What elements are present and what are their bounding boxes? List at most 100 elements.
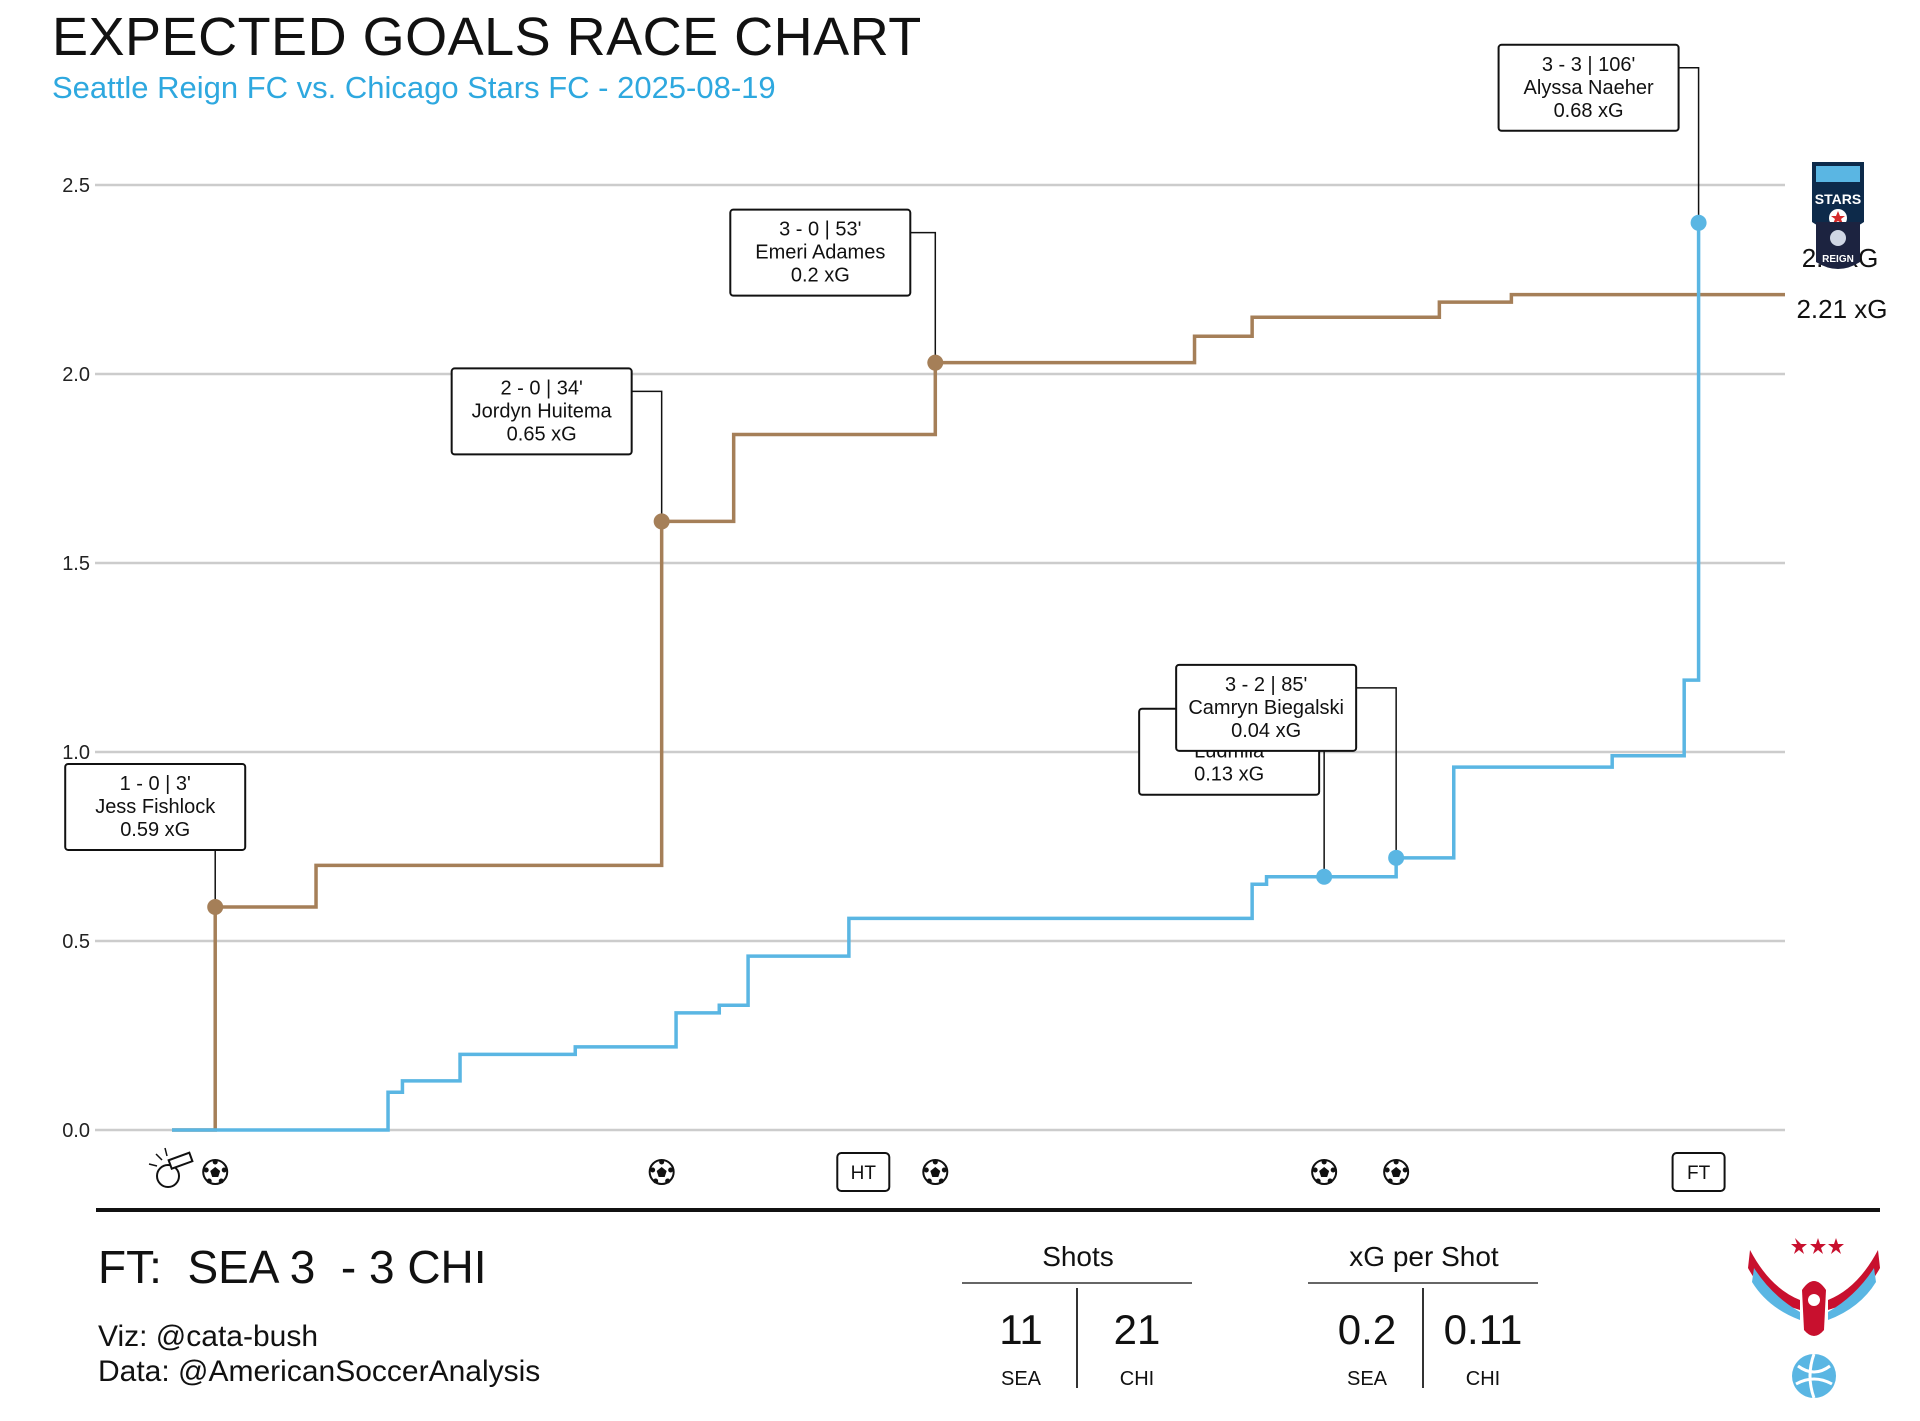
goal-score-label: 1 - 0 | 3': [120, 773, 191, 795]
goal-xg-label: 0.04 xG: [1231, 720, 1301, 742]
y-tick-labels: 0.0 0.5 1.0 1.5 2.0 2.5: [62, 175, 90, 1142]
y-tick-label: 0.5: [62, 931, 90, 953]
timeline-marker-box: [836, 1152, 891, 1192]
goal-point: [653, 513, 670, 530]
xg-per-shot-sea-value: 0.2: [1337, 1306, 1397, 1353]
ball-patch: [1399, 1178, 1405, 1184]
ball-center-patch: [210, 1167, 221, 1177]
goal-player-label: Emeri Adames: [755, 242, 885, 264]
ball-patch: [926, 1178, 932, 1184]
chicago-stars-badge: STARS: [1812, 162, 1864, 231]
goal-xg-label: 0.2 xG: [791, 265, 850, 287]
timeline-marker-box: [1671, 1152, 1726, 1192]
ball-patch: [938, 1178, 944, 1184]
chart-title: EXPECTED GOALS RACE CHART: [52, 7, 922, 67]
shots-sea-label: SEA: [1000, 1368, 1042, 1390]
ball-patch: [1321, 1159, 1327, 1165]
goal-annotation-box: [64, 762, 247, 851]
y-tick-label: 2.0: [62, 364, 90, 386]
ball-patch: [668, 1167, 674, 1173]
goal-annotation-box: [450, 367, 633, 456]
series-lines: [172, 222, 1785, 1132]
ht-marker: HT: [836, 1152, 891, 1192]
ball-patch: [1327, 1178, 1333, 1184]
y-tick-label: 2.5: [62, 175, 90, 197]
ball-center-patch: [656, 1167, 667, 1177]
ball-patch: [1387, 1178, 1393, 1184]
goal-leader-line: [1356, 687, 1397, 858]
goal-point: [927, 354, 944, 371]
goal-player-label: Jess Fishlock: [95, 796, 216, 818]
y-tick-label: 1.0: [62, 742, 90, 764]
ball-patch: [932, 1159, 938, 1165]
shots-chi-label: CHI: [1119, 1368, 1155, 1390]
chicago-xg-line: [172, 222, 1701, 1132]
chicago-badge-text: STARS: [1815, 191, 1861, 207]
xg-per-shot-header: xG per Shot: [1349, 1241, 1499, 1272]
goal-player-label: Alyssa Naeher: [1524, 77, 1654, 99]
ball-center-patch: [930, 1167, 941, 1177]
goal-leader-line: [910, 231, 937, 363]
chart-subtitle: Seattle Reign FC vs. Chicago Stars FC - …: [52, 70, 776, 105]
xg-per-shot-chi-value: 0.11: [1443, 1306, 1523, 1353]
ball-patch: [665, 1178, 671, 1184]
goal-score-label: 3 - 3 | 106': [1542, 54, 1636, 76]
shots-header: Shots: [1042, 1241, 1114, 1272]
goal-leader-line: [631, 390, 663, 522]
goal-point: [1316, 868, 1333, 885]
ball-patch: [221, 1167, 227, 1173]
goal-points: [207, 214, 1707, 915]
ball-icon: [1311, 1159, 1338, 1185]
ball-patch: [203, 1167, 209, 1173]
ball-icon: [202, 1159, 229, 1185]
ball-patch: [1315, 1178, 1321, 1184]
goal-point: [1388, 849, 1405, 866]
goal-xg-label: 0.13 xG: [1194, 764, 1264, 786]
ball-icon: [648, 1159, 675, 1185]
goal-score-label: 3 - 0 | 53': [779, 219, 861, 241]
timeline-marker-label: FT: [1687, 1163, 1711, 1184]
goal-score-label: 3 - 2 | 85': [1225, 674, 1307, 696]
ft-marker: FT: [1671, 1152, 1726, 1192]
seattle-badge-text: REIGN: [1822, 254, 1854, 265]
ball-patch: [923, 1167, 929, 1173]
viz-credit: Viz: @cata-bush: [98, 1320, 319, 1353]
xg-per-shot-chi-label: CHI: [1465, 1368, 1501, 1390]
ball-center-patch: [1319, 1167, 1330, 1177]
ball-patch: [1402, 1167, 1408, 1173]
goal-xg-label: 0.65 xG: [507, 423, 577, 445]
annotation-leaders: [214, 67, 1700, 907]
ball-patch: [212, 1159, 218, 1165]
whistle-body: [156, 1164, 181, 1188]
ball-center-patch: [1391, 1167, 1402, 1177]
seattle-final-xg-label: 2.21 xG: [1796, 294, 1887, 324]
goal-point: [1690, 214, 1707, 231]
goal-player-label: Jordyn Huitema: [472, 400, 613, 422]
final-score: FT: SEA 3 - 3 CHI: [98, 1241, 487, 1293]
seattle-reign-badge: REIGN: [1816, 222, 1860, 269]
goal-xg-label: 0.59 xG: [120, 819, 190, 841]
ball-icon: [922, 1159, 949, 1185]
shots-chi-value: 21: [1113, 1306, 1161, 1353]
goal-leader-line: [1678, 67, 1700, 223]
ball-patch: [218, 1178, 224, 1184]
whistle-mouthpiece: [167, 1151, 194, 1170]
y-tick-label: 0.0: [62, 1120, 90, 1142]
ball-patch: [1330, 1167, 1336, 1173]
goal-score-label: 2 - 0 | 34': [500, 377, 582, 399]
shots-sea-value: 11: [999, 1306, 1043, 1353]
goal-player-label: Camryn Biegalski: [1188, 697, 1344, 719]
american-soccer-analysis-logo: [1748, 1238, 1880, 1399]
whistle-icon: [148, 1147, 194, 1188]
data-credit: Data: @AmericanSoccerAnalysis: [98, 1355, 541, 1388]
ball-patch: [941, 1167, 947, 1173]
grid-lines: [95, 183, 1785, 1132]
goal-annotation-box: [1497, 43, 1680, 132]
ball-patch: [653, 1178, 659, 1184]
